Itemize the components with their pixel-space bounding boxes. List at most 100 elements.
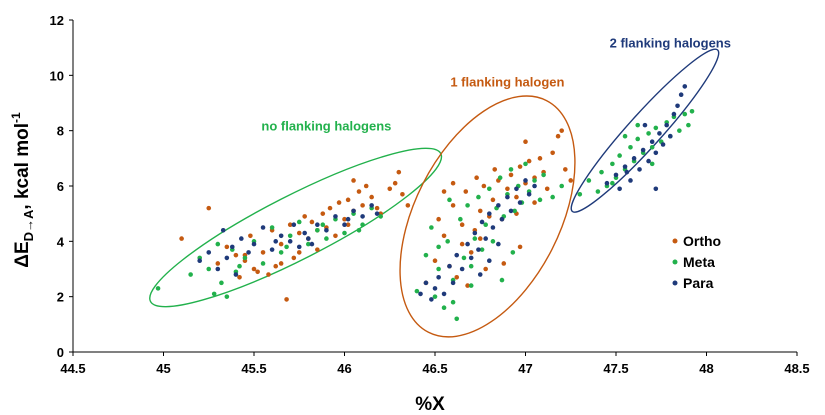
data-point-para <box>374 211 380 216</box>
data-point-ortho <box>474 175 479 180</box>
data-point-para <box>604 180 610 186</box>
y-axis-title-sup: -1 <box>9 112 23 123</box>
data-point-ortho <box>237 275 242 280</box>
data-point-para <box>526 192 532 197</box>
data-point-para <box>224 255 230 261</box>
data-point-meta <box>219 280 224 286</box>
data-point-para <box>476 247 481 252</box>
data-point-ortho <box>517 244 523 250</box>
data-point-meta <box>215 241 221 247</box>
data-point-para <box>517 200 523 205</box>
data-point-para <box>499 216 505 222</box>
data-point-para <box>447 263 452 269</box>
data-point-para <box>653 186 659 192</box>
data-point-ortho <box>563 167 568 172</box>
data-point-para <box>505 194 510 200</box>
x-tick-label: 45 <box>156 361 170 376</box>
data-point-para <box>269 247 275 252</box>
data-point-ortho <box>345 197 351 203</box>
x-tick-label: 48 <box>699 361 713 376</box>
data-point-ortho <box>179 236 184 241</box>
data-point-meta <box>284 244 289 250</box>
data-point-ortho <box>266 272 271 277</box>
data-point-meta <box>628 144 633 150</box>
data-point-ortho <box>463 189 469 194</box>
data-point-ortho <box>559 128 564 133</box>
y-axis-title-sub: D→A <box>21 209 36 241</box>
y-tick-label: 4 <box>57 234 65 249</box>
data-point-meta <box>686 122 691 128</box>
data-point-meta <box>550 194 555 200</box>
data-point-para <box>432 286 438 291</box>
data-point-ortho <box>459 241 465 247</box>
legend-marker <box>672 238 678 244</box>
data-point-para <box>640 147 646 153</box>
data-point-meta <box>510 250 516 255</box>
data-point-para <box>613 172 619 178</box>
data-point-para <box>450 280 456 286</box>
data-point-para <box>287 239 293 244</box>
data-point-para <box>206 250 212 255</box>
data-point-meta <box>617 153 622 158</box>
data-point-meta <box>237 263 242 269</box>
data-point-meta <box>497 175 503 180</box>
y-axis-title-main: ΔE <box>12 241 33 267</box>
data-point-para <box>309 241 315 247</box>
data-point-meta <box>599 169 604 175</box>
data-point-para <box>429 297 434 302</box>
data-point-para <box>496 241 501 247</box>
data-point-para <box>657 131 662 136</box>
data-point-para <box>675 103 680 109</box>
data-point-para <box>468 255 474 261</box>
data-point-ortho <box>441 233 447 239</box>
data-point-ortho <box>387 186 393 192</box>
data-point-meta <box>487 186 492 192</box>
data-point-ortho <box>356 189 362 194</box>
legend-label: Ortho <box>683 233 721 249</box>
data-point-meta <box>445 239 450 244</box>
data-point-para <box>487 258 492 264</box>
data-point-meta <box>306 241 311 247</box>
x-tick-label: 47 <box>518 361 532 376</box>
data-point-para <box>418 291 423 297</box>
data-point-meta <box>211 291 217 297</box>
data-point-meta <box>155 286 161 291</box>
data-point-para <box>664 122 669 128</box>
data-point-ortho <box>251 266 257 272</box>
data-point-para <box>246 250 251 255</box>
data-point-ortho <box>224 244 230 250</box>
data-point-ortho <box>278 241 284 247</box>
data-point-ortho <box>544 186 550 192</box>
data-point-para <box>333 214 338 219</box>
data-point-meta <box>595 189 601 194</box>
cluster-annotation: no flanking halogens <box>261 119 391 134</box>
data-point-meta <box>450 299 456 305</box>
data-point-para <box>454 252 460 258</box>
data-point-ortho <box>296 250 302 255</box>
data-point-ortho <box>526 158 532 164</box>
x-tick-label: 47.5 <box>603 361 628 376</box>
data-point-ortho <box>454 275 460 280</box>
data-point-meta <box>490 239 496 244</box>
data-point-para <box>351 208 356 214</box>
data-point-meta <box>242 255 248 261</box>
data-point-para <box>631 156 637 161</box>
data-point-para <box>477 272 483 277</box>
data-point-para <box>342 222 347 228</box>
data-point-ortho <box>450 180 456 186</box>
data-point-ortho <box>505 186 510 192</box>
data-point-para <box>490 225 496 230</box>
data-point-para <box>423 280 429 286</box>
data-point-para <box>229 244 235 250</box>
x-axis-title: %X <box>415 394 445 415</box>
cluster-ellipse <box>570 48 720 213</box>
data-point-ortho <box>550 150 555 156</box>
data-point-para <box>660 142 666 147</box>
data-point-meta <box>483 222 488 228</box>
data-point-meta <box>586 178 592 183</box>
data-point-meta <box>224 294 230 299</box>
cluster-ellipse <box>149 147 443 308</box>
data-point-ortho <box>537 156 543 161</box>
data-point-para <box>617 186 622 192</box>
